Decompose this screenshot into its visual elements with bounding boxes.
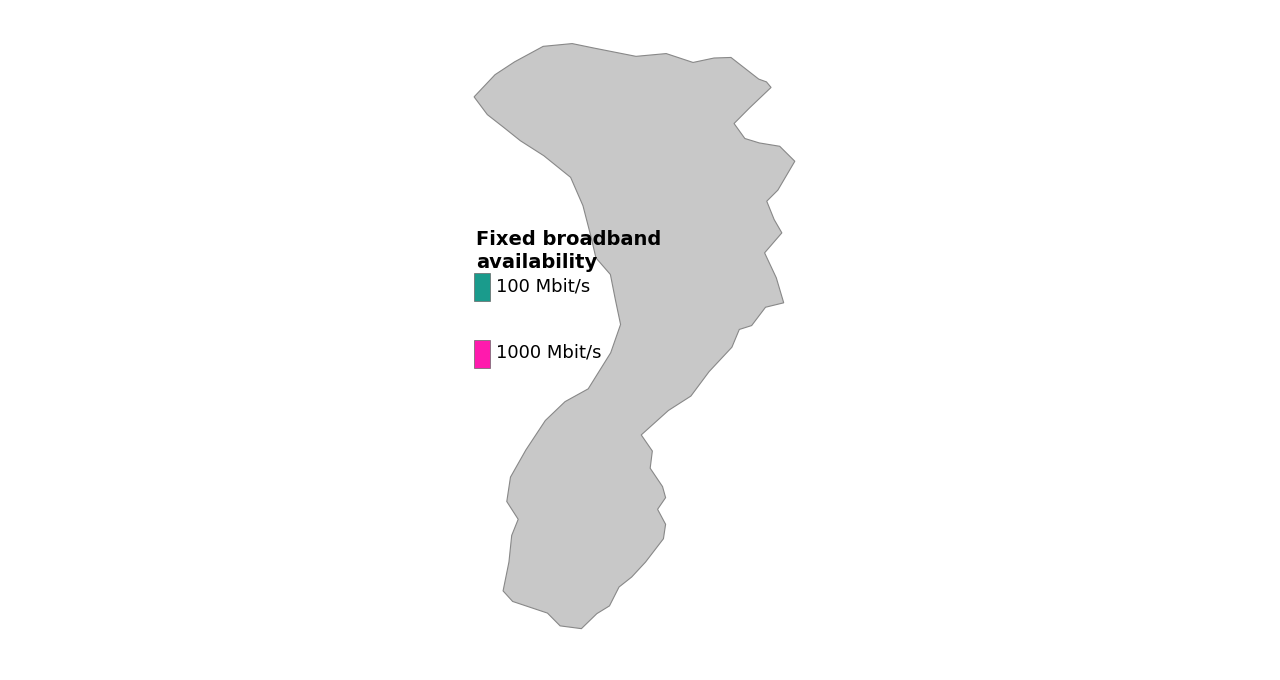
FancyBboxPatch shape	[474, 273, 490, 301]
Text: 1000 Mbit/s: 1000 Mbit/s	[497, 343, 602, 362]
Polygon shape	[474, 44, 795, 628]
Text: Fixed broadband
availability: Fixed broadband availability	[476, 230, 660, 272]
Text: 100 Mbit/s: 100 Mbit/s	[497, 277, 591, 295]
FancyBboxPatch shape	[474, 340, 490, 368]
